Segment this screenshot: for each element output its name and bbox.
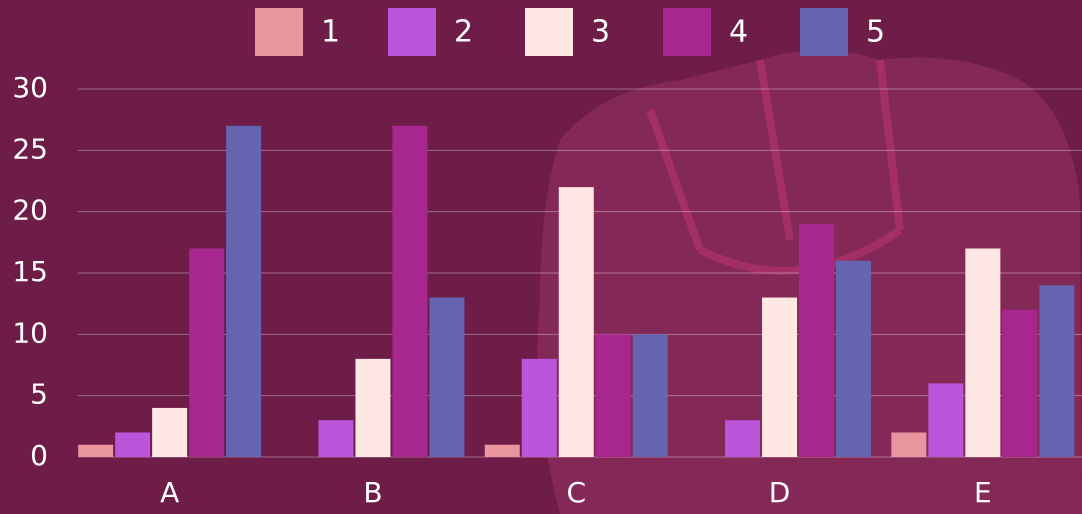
x-tick-label: A [160, 476, 179, 509]
bar [152, 407, 188, 457]
x-tick-label: B [363, 476, 382, 509]
legend-label: 2 [454, 15, 473, 50]
bar [521, 358, 557, 457]
bar [429, 297, 465, 457]
x-tick-label: C [566, 476, 586, 509]
bar [762, 297, 798, 457]
fist-lines [646, 59, 904, 275]
y-tick-label: 15 [12, 255, 48, 288]
legend-label: 5 [866, 15, 885, 50]
bar [836, 260, 872, 457]
legend-swatch [525, 8, 573, 56]
legend-swatch [800, 8, 848, 56]
x-tick-label: D [769, 476, 791, 509]
bar [965, 248, 1001, 457]
bar [484, 444, 520, 457]
bar [558, 187, 594, 457]
bar [1002, 309, 1038, 457]
legend-label: 4 [729, 15, 748, 50]
y-tick-label: 20 [12, 194, 48, 227]
y-tick-label: 25 [12, 132, 48, 165]
bar [226, 125, 262, 458]
bar [392, 125, 428, 458]
bar [595, 334, 631, 457]
legend-swatch [255, 8, 303, 56]
bar [891, 432, 927, 457]
legend-swatch [663, 8, 711, 56]
bar [189, 248, 225, 457]
bar [632, 334, 668, 457]
bar [799, 223, 835, 457]
x-tick-label: E [974, 476, 992, 509]
bar [725, 420, 761, 457]
bar [115, 432, 151, 457]
legend-swatch [388, 8, 436, 56]
bar [318, 420, 354, 457]
bar [355, 358, 391, 457]
bar [78, 444, 114, 457]
bar [1039, 285, 1075, 457]
y-tick-label: 10 [12, 316, 48, 349]
bar [928, 383, 964, 457]
y-tick-label: 30 [12, 71, 48, 104]
y-tick-label: 0 [30, 439, 48, 472]
legend-label: 3 [591, 15, 610, 50]
y-tick-label: 5 [30, 378, 48, 411]
legend-label: 1 [321, 15, 340, 50]
